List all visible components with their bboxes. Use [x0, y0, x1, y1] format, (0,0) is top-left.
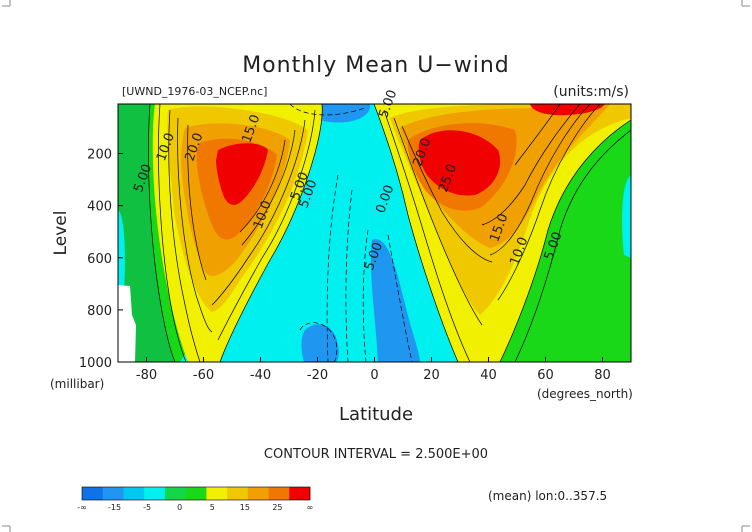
colorbar-tick-label: 5 [210, 503, 215, 512]
contour-field [118, 104, 631, 362]
x-tick-label: -60 [193, 368, 214, 383]
x-tick-label: -80 [136, 368, 157, 383]
x-tick-label: -20 [307, 368, 328, 383]
colorbar-swatch [164, 487, 186, 500]
colorbar-frame [81, 486, 311, 501]
band-red-north [418, 130, 501, 196]
x-axis-label: Latitude [339, 404, 413, 425]
chart-title: Monthly Mean U−wind [242, 53, 510, 78]
contour-interval-text: CONTOUR INTERVAL = 2.500E+00 [264, 447, 488, 462]
units-label: (units:m/s) [553, 84, 629, 100]
y-axis-label: Level [51, 211, 71, 256]
x-tick-label: 80 [594, 368, 611, 383]
band-blue-center [370, 239, 420, 362]
y-tick-label: 1000 [79, 356, 112, 371]
dataset-label: [UWND_1976-03_NCEP.nc] [122, 85, 267, 98]
colorbar-tick-label: 25 [272, 503, 282, 512]
band-blue-lower-left [301, 324, 339, 362]
colorbar-tick-label: ∞ [307, 503, 314, 512]
band-deep-green-left [118, 104, 175, 362]
x-tick-label: -40 [250, 368, 271, 383]
colorbar-swatch [123, 487, 145, 500]
x-tick-label: 40 [480, 368, 497, 383]
band-cyan-right-edge [622, 175, 631, 258]
negative-contour-lines [289, 104, 413, 362]
colorbar-tick-label: -∞ [77, 503, 87, 512]
colorbar-swatch [247, 487, 269, 500]
x-tick-label: 20 [423, 368, 440, 383]
colorbar-swatch [144, 487, 166, 500]
colorbar-tick-label: -15 [108, 503, 121, 512]
y-tick-label: 400 [87, 200, 112, 215]
colorbar-swatch [102, 487, 124, 500]
band-red-south [216, 143, 268, 205]
y-unit-label: (millibar) [50, 377, 104, 391]
colorbar-swatch [206, 487, 228, 500]
y-tick-label: 200 [87, 148, 112, 163]
contour-lines [148, 104, 631, 362]
colorbar-tick-label: 0 [177, 503, 182, 512]
colorbar-swatch [289, 487, 311, 500]
colorbar-swatch [268, 487, 290, 500]
y-tick-label: 800 [87, 304, 112, 319]
band-red-north-top [530, 104, 605, 116]
footer-text: (mean) lon:0..357.5 [488, 489, 607, 503]
colorbar-swatch [185, 487, 207, 500]
colorbar: -∞ -15 -5 0 5 15 25 ∞ [77, 486, 314, 512]
y-tick-label: 600 [87, 252, 112, 267]
x-tick-label: 0 [370, 368, 378, 383]
colorbar-swatch [227, 487, 249, 500]
x-unit-label: (degrees_north) [537, 387, 633, 401]
colorbar-tick-label: 15 [240, 503, 250, 512]
colorbar-swatch [82, 487, 104, 500]
band-blank-left-edge [118, 285, 136, 362]
axes-layer: -80 -60 -40 -20 0 20 40 60 80 200 400 600 800 1000 [79, 148, 611, 383]
colorbar-tick-label: -5 [143, 503, 151, 512]
band-cyan-left-edge [118, 210, 125, 292]
x-tick-label: 60 [537, 368, 554, 383]
